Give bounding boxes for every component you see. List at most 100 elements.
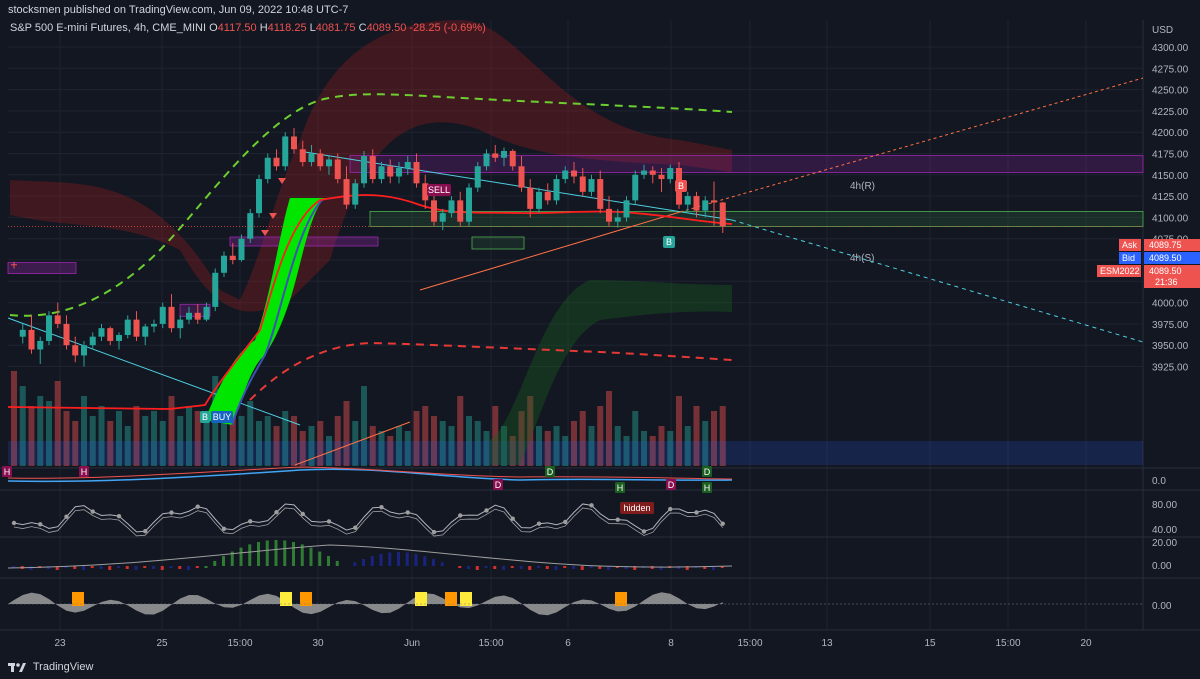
oscillator-dot xyxy=(615,517,620,522)
histogram-bar xyxy=(248,544,252,566)
candle xyxy=(684,191,691,214)
candle xyxy=(247,208,254,243)
sell-signal-tag-text: SELL xyxy=(428,185,450,195)
histogram-bar xyxy=(300,544,304,566)
last-tag[interactable]: ESM2022 4089.50 xyxy=(1097,265,1200,277)
countdown-bg xyxy=(1144,277,1200,288)
candle xyxy=(46,311,52,346)
time-axis: 23 25 15:00 30 Jun 15:00 6 8 15:00 13 15 15:00 20 xyxy=(54,638,1092,649)
down-triangle-icon xyxy=(269,213,277,219)
volume-bar xyxy=(614,426,621,466)
last-tag-value: 4089.50 xyxy=(1149,266,1182,276)
hidden-tag: hidden xyxy=(620,502,654,514)
bear-b-marker[interactable]: B xyxy=(675,180,687,192)
low-value: 4081.75 xyxy=(315,22,356,34)
bid-tag[interactable]: Bid 4089.50 xyxy=(1119,252,1200,264)
candle xyxy=(378,162,385,184)
bid-tag-value: 4089.50 xyxy=(1149,253,1182,263)
volume-bar xyxy=(89,416,96,466)
candle-body xyxy=(37,340,44,350)
footer-bar: TradingView xyxy=(0,655,1200,679)
histogram-bar xyxy=(370,556,374,566)
histogram-bar xyxy=(178,566,182,569)
candle xyxy=(282,132,289,171)
candle xyxy=(326,156,332,175)
pane-axis-tick: 0.00 xyxy=(1152,601,1172,612)
trendline-rising xyxy=(419,211,681,291)
candle-body xyxy=(588,179,595,192)
ask-tag[interactable]: Ask 4089.75 xyxy=(1119,239,1200,251)
histogram-bar xyxy=(195,566,199,568)
oscillator-dot xyxy=(589,503,594,508)
volume-bar xyxy=(159,421,166,466)
momentum-highlight xyxy=(460,592,472,606)
publish-info: stocksmen published on TradingView.com, … xyxy=(8,4,349,16)
histogram-bar xyxy=(12,566,15,568)
pane-axis-tick: 0.0 xyxy=(1152,476,1166,487)
symbol-title[interactable]: S&P 500 E-mini Futures, 4h, CME_MINI xyxy=(10,22,207,34)
candle-body xyxy=(54,315,61,324)
oscillator-dot xyxy=(221,526,227,532)
candle-body xyxy=(413,162,420,184)
candle xyxy=(151,319,157,333)
histogram-bar xyxy=(125,566,129,569)
volume-bar xyxy=(536,426,542,466)
bid-tag-value-bg xyxy=(1144,252,1200,264)
candle xyxy=(527,179,534,218)
candle-body xyxy=(168,306,175,329)
candle-body xyxy=(273,157,280,167)
candle xyxy=(142,323,149,346)
pane1-line-a xyxy=(7,468,733,483)
candle-body xyxy=(299,149,306,163)
time-tick: 25 xyxy=(156,638,168,649)
price-tick: 3925.00 xyxy=(1152,363,1189,374)
candle-body xyxy=(19,329,26,337)
candle-body xyxy=(81,345,87,356)
volume-bar xyxy=(238,416,245,466)
volume-bar xyxy=(404,431,411,466)
volume-bars xyxy=(11,371,726,466)
open-value: 4117.50 xyxy=(217,22,257,34)
candle xyxy=(474,162,481,192)
candle-body xyxy=(658,174,665,180)
divergence-marker-text: D xyxy=(668,480,675,490)
momentum-highlight xyxy=(72,592,84,606)
histogram-bar xyxy=(484,566,488,568)
histogram-bar xyxy=(580,566,584,570)
bullish-cloud xyxy=(490,280,732,465)
buy-b-marker[interactable]: B xyxy=(200,411,210,423)
bull-b-marker-bg xyxy=(663,236,675,248)
candle-body xyxy=(711,200,717,203)
bull-b-marker[interactable]: B xyxy=(663,236,675,248)
sell-signal-tag[interactable]: SELL xyxy=(427,184,451,196)
volume-bar xyxy=(352,421,359,466)
candle-body xyxy=(693,196,700,211)
time-tick: 6 xyxy=(565,638,571,649)
candle xyxy=(649,166,656,184)
price-tick: 3975.00 xyxy=(1152,320,1189,331)
footer-brand: TradingView xyxy=(32,661,94,673)
main-grid xyxy=(8,20,1143,630)
oscillator-dot xyxy=(326,519,332,524)
candle xyxy=(492,144,499,163)
histogram-bar xyxy=(362,559,365,566)
buy-signal-tag[interactable]: BUY xyxy=(211,411,233,423)
candle-body xyxy=(124,319,131,335)
resistance-zone xyxy=(349,155,1144,173)
pane1-line-b xyxy=(7,466,733,480)
volume-bar xyxy=(413,411,420,466)
candle xyxy=(606,196,612,226)
pane-axis-tick: 80.00 xyxy=(1152,500,1177,511)
time-tick: 15:00 xyxy=(227,638,252,649)
price-tick: 4275.00 xyxy=(1152,64,1189,75)
volume-bar xyxy=(194,411,201,466)
oscillator-dot xyxy=(300,511,305,517)
high-label: H xyxy=(259,22,268,34)
open-label: O xyxy=(209,22,218,34)
histogram-bar xyxy=(134,566,138,570)
histogram-bar xyxy=(239,547,243,566)
pane-axis-tick: 0.00 xyxy=(1152,561,1172,572)
volume-bar xyxy=(702,421,709,466)
histogram-bar xyxy=(160,566,164,570)
